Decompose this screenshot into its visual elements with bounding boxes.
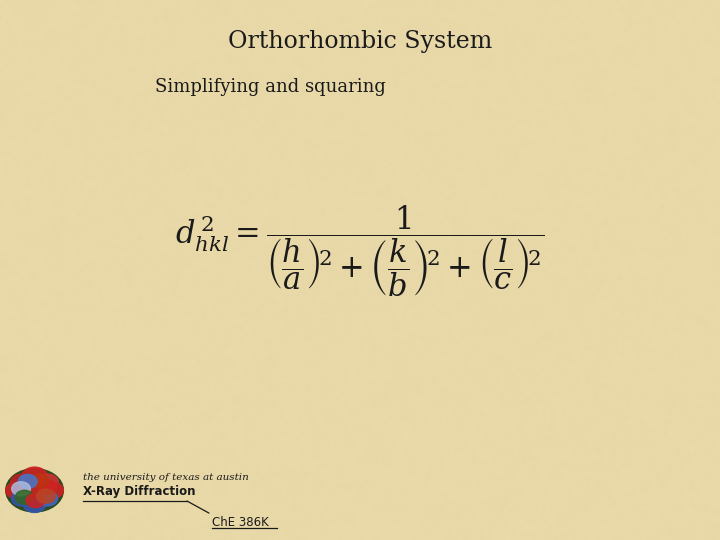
Text: X-Ray Diffraction: X-Ray Diffraction [83, 485, 195, 498]
Circle shape [42, 482, 63, 498]
Text: Simplifying and squaring: Simplifying and squaring [155, 78, 385, 96]
Text: $d^{\,2}_{hkl} = \dfrac{1}{\left(\dfrac{h}{a}\right)^{\!2}+\left(\dfrac{k}{b}\ri: $d^{\,2}_{hkl} = \dfrac{1}{\left(\dfrac{… [176, 204, 544, 299]
Circle shape [6, 482, 27, 498]
Circle shape [11, 474, 32, 490]
Circle shape [22, 467, 48, 487]
Circle shape [6, 469, 63, 512]
Circle shape [26, 484, 43, 497]
Circle shape [23, 495, 46, 512]
Circle shape [37, 474, 58, 490]
Text: the university of texas at austin: the university of texas at austin [83, 473, 248, 482]
Text: Orthorhombic System: Orthorhombic System [228, 30, 492, 53]
Circle shape [12, 482, 30, 496]
Circle shape [18, 475, 37, 489]
Circle shape [30, 474, 49, 488]
Circle shape [26, 494, 45, 508]
Circle shape [15, 490, 34, 504]
Circle shape [37, 491, 58, 506]
Text: ChE 386K: ChE 386K [212, 516, 269, 529]
Circle shape [37, 489, 55, 503]
Circle shape [12, 491, 32, 506]
Circle shape [38, 480, 57, 494]
